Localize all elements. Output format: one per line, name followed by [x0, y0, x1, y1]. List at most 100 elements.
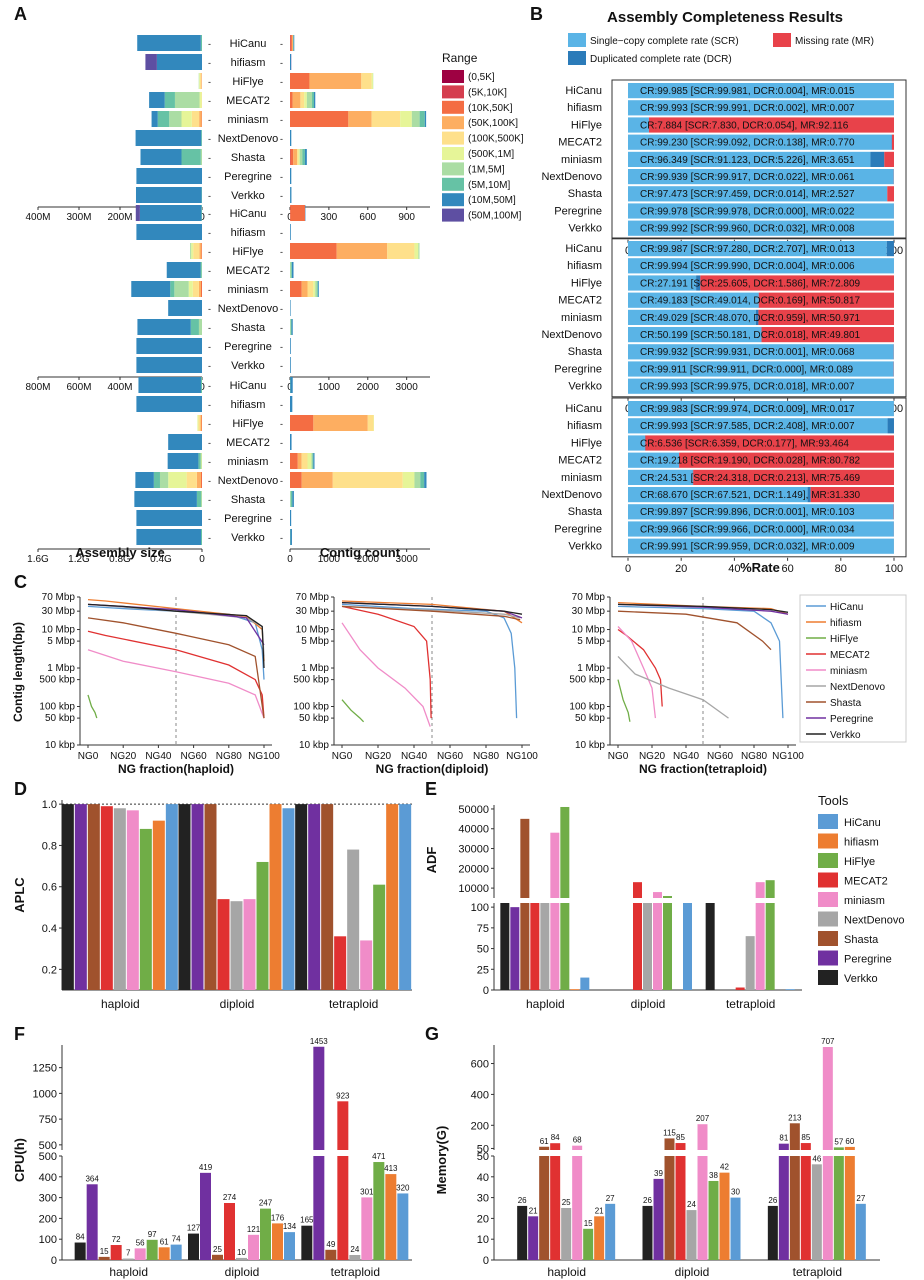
scr-bar — [628, 275, 697, 291]
rate-tick-label: 0 — [625, 563, 631, 575]
size-bar-segment — [135, 205, 140, 221]
count-bar-segment — [290, 35, 291, 51]
cpu-value-label: 7 — [126, 1249, 131, 1258]
adf-bar — [683, 903, 692, 990]
size-tick-label: 0 — [199, 382, 205, 393]
size-bar-segment — [149, 92, 165, 108]
size-bar-segment — [137, 319, 191, 335]
size-tick-label: 400M — [25, 212, 50, 223]
panel-b-title: Assembly Completeness Results — [607, 9, 843, 26]
size-bar-segment — [174, 92, 200, 108]
count-tick-label: 600 — [359, 212, 376, 223]
cpu-bar — [98, 1256, 110, 1260]
tick-dash: - — [208, 476, 211, 486]
tick-dash: - — [208, 115, 211, 125]
completeness-label: CR:99.991 [SCR:99.959, DCR:0.032], MR:0.… — [640, 542, 855, 553]
tool-label-hifiasm: hifiasm — [567, 102, 602, 114]
range-legend-swatch — [442, 147, 464, 160]
size-bar-segment — [198, 319, 202, 335]
cpu-value-label: 24 — [350, 1245, 359, 1254]
mr-legend-swatch — [773, 33, 791, 47]
tick-dash: - — [208, 361, 211, 371]
size-bar-segment — [200, 472, 202, 488]
f-y-tick-label: 750 — [39, 1114, 57, 1126]
adf-bar-upper — [560, 806, 570, 898]
aplc-bar — [74, 804, 87, 990]
count-bar-segment — [293, 35, 295, 51]
tool-label-verkko: Verkko — [568, 381, 602, 393]
size-tick-label: 0.8G — [109, 554, 131, 565]
memory-bar — [708, 1180, 719, 1260]
size-bar-segment — [174, 281, 189, 297]
adf-bar-upper — [755, 882, 765, 898]
c-legend-label: NextDenovo — [830, 682, 885, 693]
range-legend-label: (1M,5M] — [468, 164, 505, 175]
curve-hiflye — [341, 699, 365, 723]
tool-label-verkko: Verkko — [231, 360, 265, 372]
tools-legend-swatch — [818, 950, 838, 966]
memory-value-label: 46 — [812, 1154, 821, 1163]
tools-legend-label: Verkko — [844, 973, 878, 985]
aplc-bar — [321, 804, 334, 990]
size-bar-segment — [135, 187, 202, 203]
f-y-tick-label: 500 — [39, 1140, 57, 1152]
cpu-value-label: 134 — [283, 1222, 297, 1231]
category-label: haploid — [547, 1265, 586, 1279]
scr-bar — [628, 378, 894, 394]
size-tick-label: 300M — [66, 212, 91, 223]
f-y-tick-label: 1250 — [33, 1063, 57, 1075]
tick-dash: - — [280, 495, 283, 505]
completeness-label: CR:6.536 [SCR:6.359, DCR:0.177], MR:93.4… — [640, 438, 849, 449]
count-bar-segment — [424, 111, 427, 127]
memory-bar — [561, 1208, 572, 1260]
size-bar-segment — [181, 111, 192, 127]
rate-tick-label: 100 — [885, 563, 903, 575]
memory-value-label: 61 — [540, 1137, 549, 1146]
adf-bar-upper — [653, 892, 662, 898]
mr-bar — [884, 151, 894, 167]
tick-dash: - — [280, 342, 283, 352]
tick-dash: - — [208, 514, 211, 524]
tick-dash: - — [208, 77, 211, 87]
tools-legend-label: Shasta — [844, 934, 879, 946]
adf-bar — [530, 903, 540, 990]
e-y-tick-label: 40000 — [458, 824, 489, 836]
size-bar-segment — [136, 224, 202, 240]
range-legend-label: (0,5K] — [468, 72, 495, 83]
size-bar-segment — [145, 54, 157, 70]
memory-bar-upper — [550, 1143, 561, 1150]
e-y-tick-label: 0 — [483, 985, 489, 997]
memory-value-label: 68 — [573, 1136, 582, 1145]
c-x-tick-label: NG60 — [707, 751, 734, 762]
range-legend-label: (100K,500K] — [468, 134, 524, 145]
size-bar-segment — [201, 415, 202, 431]
memory-value-label: 27 — [856, 1194, 865, 1203]
tick-dash: - — [208, 153, 211, 163]
cpu-value-label: 72 — [112, 1235, 121, 1244]
completeness-label: CR:99.230 [SCR:99.092, DCR:0.138], MR:0.… — [640, 138, 855, 149]
c-x-tick-label: NG0 — [332, 751, 353, 762]
c-y-axis-title: Contig length(bp) — [11, 622, 25, 722]
cpu-bar — [212, 1254, 223, 1260]
count-bar-segment — [290, 453, 298, 469]
curve-mecat2 — [341, 605, 432, 719]
tool-label-hicanu: HiCanu — [230, 208, 267, 220]
panel-letter-b: B — [530, 4, 543, 24]
completeness-label: CR:97.473 [SCR:97.459, DCR:0.014], MR:2.… — [640, 189, 855, 200]
tool-label-hiflye: HiFlye — [232, 246, 263, 258]
aplc-bar — [399, 804, 412, 990]
adf-bar-upper — [520, 818, 530, 898]
cpu-bar — [110, 1245, 122, 1260]
size-bar-segment — [198, 415, 201, 431]
size-bar-segment — [199, 92, 202, 108]
tick-dash: - — [280, 77, 283, 87]
mr-bar — [700, 275, 894, 291]
count-bar-segment — [311, 453, 313, 469]
size-bar-segment — [135, 130, 202, 146]
tool-label-nextdenovo: NextDenovo — [218, 303, 279, 315]
e-y-tick-label: 30000 — [458, 844, 489, 856]
size-bar-segment — [169, 111, 182, 127]
tool-label-hicanu: HiCanu — [230, 380, 267, 392]
tick-dash: - — [208, 228, 211, 238]
count-axis-title: Contig count — [320, 545, 401, 560]
